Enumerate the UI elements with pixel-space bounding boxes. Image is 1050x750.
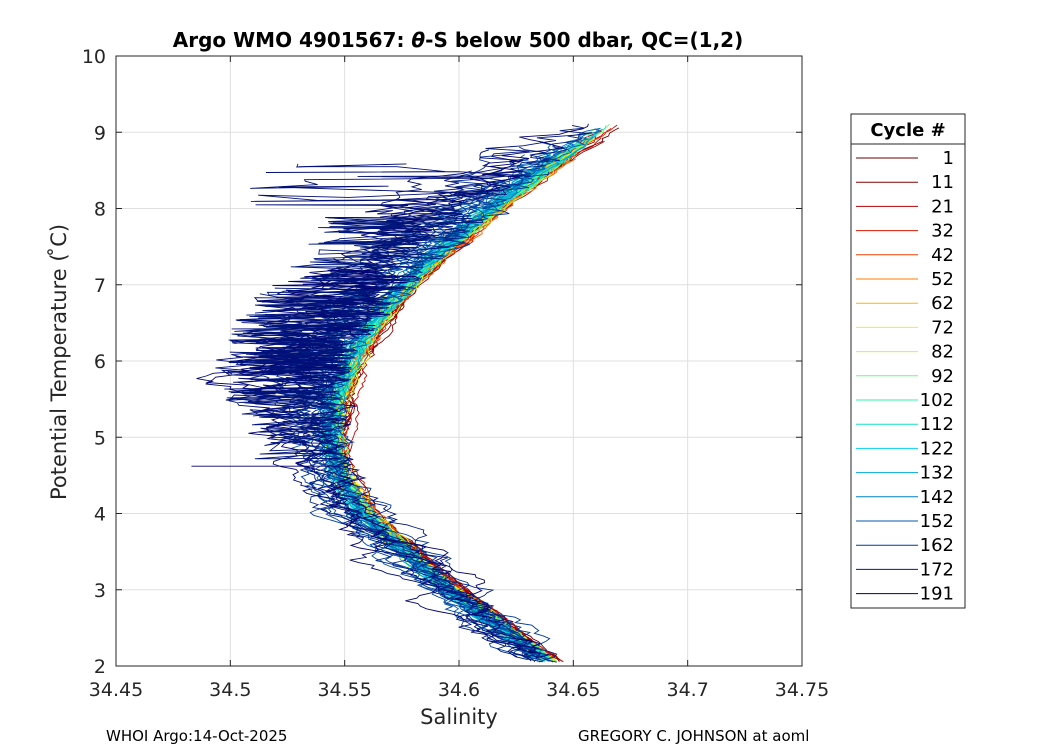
profile-trace [299,181,558,663]
y-tick-label: 7 [94,275,106,297]
legend-item: 62 [856,293,954,314]
legend-item: 152 [856,511,954,532]
legend-label: 32 [931,221,954,242]
legend-label: 92 [931,366,954,387]
x-tick-label: 34.6 [438,679,480,701]
x-tick-labels: 34.45 34.5 34.55 34.6 34.65 34.7 34.75 [89,679,829,701]
legend-item: 112 [856,414,954,435]
x-tick-label: 34.45 [89,679,143,701]
y-tick-label: 6 [94,351,106,373]
legend-item: 72 [856,317,954,338]
y-tick-label: 9 [94,122,106,144]
legend-label: 191 [920,584,954,605]
legend-label: 21 [931,196,954,217]
legend-label: 42 [931,245,954,266]
legend-items: 1112132425262728292102112122132142152162… [856,148,954,605]
legend-label: 142 [920,487,954,508]
legend: Cycle # 11121324252627282921021121221321… [850,113,966,609]
legend-label: 122 [920,438,954,459]
footer-left: WHOI Argo:14-Oct-2025 [106,727,287,745]
chart-title: Argo WMO 4901567: θ-S below 500 dbar, QC… [173,28,743,52]
legend-item: 102 [856,390,954,411]
legend-item: 11 [856,172,954,193]
legend-label: 152 [920,511,954,532]
footer-right: GREGORY C. JOHNSON at aoml [578,727,809,745]
x-tick-label: 34.55 [317,679,371,701]
anomaly-trace [226,385,340,464]
legend-item: 142 [856,487,954,508]
legend-title: Cycle # [870,120,945,141]
legend-box [850,113,966,609]
x-tick-label: 34.7 [667,679,709,701]
anomaly-trace [228,331,349,419]
y-tick-labels: 2 3 4 5 6 7 8 9 10 [82,46,106,678]
legend-label: 1 [943,148,954,169]
legend-label: 172 [920,559,954,580]
legend-item: 132 [856,463,954,484]
y-tick-label: 5 [94,427,106,449]
legend-label: 72 [931,317,954,338]
legend-label: 102 [920,390,954,411]
legend-label: 162 [920,535,954,556]
anomaly-trace [272,262,421,319]
legend-label: 132 [920,463,954,484]
theta-s-traces [191,123,620,663]
legend-label: 62 [931,293,954,314]
gridlines [116,56,802,666]
y-tick-label: 10 [82,46,106,68]
anomaly-trace [224,330,347,390]
legend-label: 11 [931,172,954,193]
legend-item: 162 [856,535,954,556]
x-tick-label: 34.75 [775,679,829,701]
y-tick-label: 4 [94,504,106,526]
legend-label: 82 [931,342,954,363]
x-tick-label: 34.65 [546,679,600,701]
anomaly-trace [220,369,349,444]
legend-item: 52 [856,269,954,290]
legend-item: 191 [856,584,954,605]
x-tick-label: 34.5 [209,679,251,701]
anomaly-trace [226,349,351,382]
profile-trace [269,149,542,660]
legend-item: 32 [856,221,954,242]
legend-item: 42 [856,245,954,266]
legend-label: 52 [931,269,954,290]
legend-item: 122 [856,438,954,459]
anomaly-trace [266,208,473,301]
legend-item: 1 [856,148,954,169]
legend-item: 21 [856,196,954,217]
legend-item: 92 [856,366,954,387]
x-axis-label: Salinity [420,705,498,729]
tick-marks [115,55,803,667]
legend-label: 112 [920,414,954,435]
anomaly-trace [308,217,484,279]
anomaly-trace [236,274,412,344]
y-tick-label: 8 [94,199,106,221]
legend-item: 82 [856,342,954,363]
y-tick-label: 2 [94,656,106,678]
y-tick-label: 3 [94,580,106,602]
legend-item: 172 [856,559,954,580]
y-axis-label: Potential Temperature ( ̊C) [47,224,71,500]
